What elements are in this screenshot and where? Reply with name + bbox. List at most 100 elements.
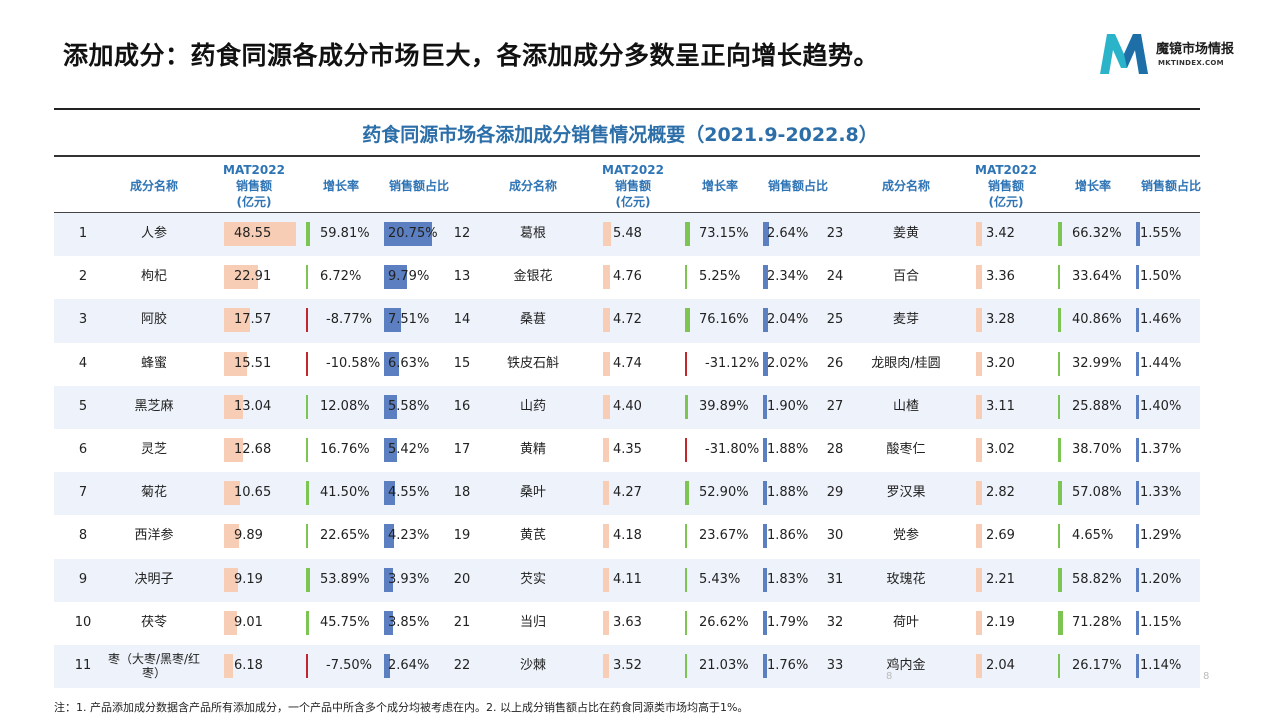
sales-value: 3.02 (986, 442, 1015, 457)
growth-bar (306, 222, 310, 246)
share-bar (384, 438, 397, 462)
header-name: 成分名称 (129, 179, 178, 193)
sales-value: 3.28 (986, 312, 1015, 328)
growth-value: 52.90% (699, 485, 749, 501)
sales-bar (224, 438, 243, 462)
share-value: 7.51% (388, 312, 430, 328)
rank-cell: 15 (453, 355, 471, 371)
sales-value: 13.04 (234, 398, 272, 414)
table-row-cells: 33 鸡内金 2.04 26.17% 1.14% (0, 645, 1280, 688)
name-cell: 西洋参 (134, 528, 174, 544)
table-row-cells: 20 芡实 4.11 5.43% 1.83% (0, 559, 1280, 602)
share-value: 1.15% (1140, 614, 1182, 630)
growth-value: 12.08% (320, 398, 370, 414)
rank-cell: 32 (826, 614, 844, 630)
growth-value: 23.67% (699, 528, 749, 544)
rank-cell: 7 (78, 485, 88, 501)
growth-bar (306, 654, 308, 678)
header-growth: 增长率 (322, 179, 359, 193)
sales-bar (976, 481, 982, 506)
sales-value: 4.72 (613, 312, 642, 328)
rank-cell: 6 (78, 442, 88, 457)
sales-bar (603, 524, 610, 549)
rank-cell: 31 (826, 571, 844, 587)
share-bar (1136, 394, 1140, 419)
name-cell: 灵芝 (140, 442, 167, 457)
share-bar (763, 481, 768, 506)
growth-value: 22.65% (320, 528, 370, 544)
header-mat-sales: MAT2022 销售额 (亿元) (588, 160, 678, 212)
sales-value: 22.91 (234, 269, 272, 285)
sales-value: 2.04 (986, 658, 1015, 673)
table-row-cells: 7 菊花 10.65 41.50% 4.55% (0, 472, 1280, 515)
table-row (54, 558, 1200, 602)
name-cell: 鸡内金 (886, 658, 926, 673)
growth-bar (1058, 438, 1061, 462)
growth-bar (1058, 481, 1062, 506)
share-bar (384, 222, 432, 246)
rank-cell: 1 (78, 226, 88, 241)
sales-bar (603, 351, 611, 376)
growth-bar (1058, 654, 1060, 678)
header-growth: 增长率 (701, 179, 738, 193)
share-value: 1.14% (1140, 658, 1182, 673)
name-cell: 黄精 (519, 442, 546, 457)
share-value: 4.23% (388, 528, 430, 544)
growth-value: 71.28% (1072, 614, 1122, 630)
growth-bar (1058, 265, 1061, 290)
sales-bar (603, 654, 609, 678)
growth-value: 5.25% (699, 269, 741, 285)
share-value: 1.50% (1140, 269, 1182, 285)
table-row (54, 385, 1200, 429)
share-bar (384, 394, 397, 419)
sales-bar (224, 351, 247, 376)
growth-value: 5.43% (699, 571, 741, 587)
sales-value: 9.89 (234, 528, 263, 544)
table-row-cells: 5 黑芝麻 13.04 12.08% 5.58% (0, 386, 1280, 429)
title-rule (54, 155, 1200, 157)
table-row-cells: 2 枸杞 22.91 6.72% 9.79% (0, 256, 1280, 299)
sales-value: 4.40 (613, 398, 642, 414)
header-mat-line: (亿元) (988, 195, 1024, 209)
rank-cell: 20 (453, 571, 471, 587)
growth-bar (685, 308, 690, 333)
name-cell: 枣（大枣/黑枣/红枣） (107, 652, 201, 680)
name-cell: 决明子 (134, 571, 174, 587)
sales-value: 2.19 (986, 614, 1015, 630)
name-cell: 山药 (519, 398, 546, 414)
sales-bar (976, 524, 982, 549)
rank-cell: 10 (74, 614, 92, 630)
header-mat-line: MAT2022 (602, 163, 664, 177)
table-row-cells: 23 姜黄 3.42 66.32% 1.55% (0, 213, 1280, 256)
rank-cell: 12 (453, 226, 471, 241)
name-cell: 菊花 (140, 485, 167, 501)
rank-cell: 22 (453, 658, 471, 673)
growth-value: 41.50% (320, 485, 370, 501)
growth-value: 26.62% (699, 614, 749, 630)
table-row-cells: 13 金银花 4.76 5.25% 2.34% (0, 256, 1280, 299)
sales-bar (603, 265, 611, 290)
growth-value: -8.77% (326, 312, 372, 328)
sales-bar (976, 567, 982, 592)
share-bar (1136, 222, 1140, 246)
name-cell: 金银花 (513, 269, 553, 285)
growth-bar (306, 481, 309, 506)
sales-value: 48.55 (234, 226, 272, 241)
share-bar (384, 351, 400, 376)
rank-cell: 28 (826, 442, 844, 457)
growth-bar (685, 567, 687, 592)
sales-value: 3.63 (613, 614, 642, 630)
sales-value: 3.36 (986, 269, 1015, 285)
sales-bar (603, 438, 610, 462)
sales-bar (976, 265, 982, 290)
growth-bar (306, 524, 308, 549)
growth-bar (1058, 524, 1060, 549)
share-value: 2.34% (767, 269, 809, 285)
name-cell: 沙棘 (519, 658, 546, 673)
table-row-cells: 15 铁皮石斛 4.74 -31.12% 2.02% (0, 343, 1280, 386)
table-row-cells: 12 葛根 5.48 73.15% 2.64% (0, 213, 1280, 256)
table-row-cells: 6 灵芝 12.68 16.76% 5.42% (0, 429, 1280, 472)
name-cell: 茯苓 (140, 614, 167, 630)
growth-value: 66.32% (1072, 226, 1122, 241)
growth-value: -7.50% (326, 658, 372, 673)
